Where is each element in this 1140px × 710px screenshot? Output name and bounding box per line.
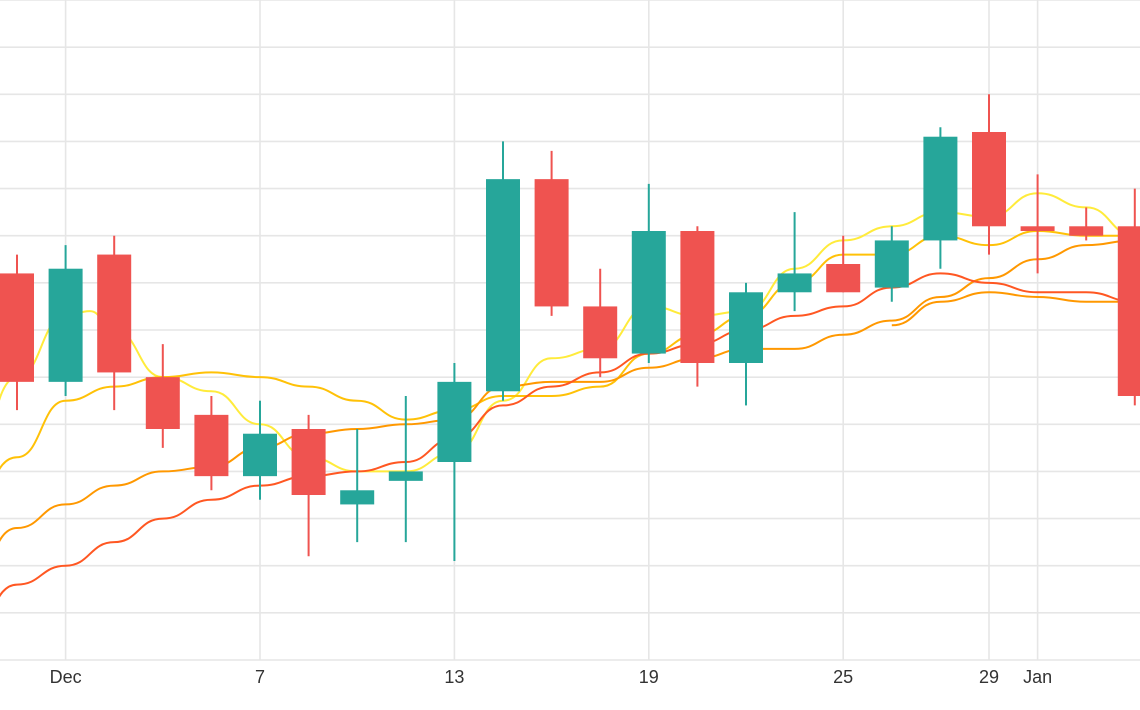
candle-body xyxy=(0,273,34,382)
candle-down xyxy=(583,268,618,378)
candle-up xyxy=(874,226,909,302)
candle-body xyxy=(243,433,277,477)
x-tick-label: 19 xyxy=(639,667,659,687)
candle-body xyxy=(777,273,812,293)
candle-down xyxy=(97,235,132,411)
candle-body xyxy=(972,132,1006,227)
candle-up xyxy=(388,396,423,543)
candle-body xyxy=(1020,226,1055,231)
candle-down xyxy=(194,396,229,491)
candle-body xyxy=(48,268,83,382)
candle-down xyxy=(145,344,180,448)
candle-body xyxy=(97,254,132,373)
x-tick-label: 7 xyxy=(255,667,265,687)
candle-body xyxy=(923,136,958,241)
candle-down xyxy=(972,94,1006,255)
candle-body xyxy=(437,381,472,462)
candle-body xyxy=(1069,226,1104,236)
candle-down xyxy=(1069,207,1104,241)
candle-down xyxy=(291,414,326,557)
candle-up xyxy=(243,400,277,500)
x-axis-tick-labels: Dec 7 13 19 25 29 Jan xyxy=(50,667,1053,687)
candle-body xyxy=(194,414,229,477)
candle-down xyxy=(0,254,34,411)
candle-body xyxy=(729,292,763,363)
candle-body xyxy=(388,471,423,481)
moving-average-line-ma_slowest xyxy=(0,272,1135,598)
candle-up xyxy=(437,363,472,561)
candle-up xyxy=(777,212,812,312)
x-tick-label: Jan xyxy=(1023,667,1052,687)
x-tick-label: 25 xyxy=(833,667,853,687)
candle-up xyxy=(340,429,375,543)
candle-down xyxy=(1117,188,1140,406)
x-tick-label: Dec xyxy=(50,667,82,687)
candle-down xyxy=(680,226,715,387)
x-tick-label: 13 xyxy=(444,667,464,687)
grid-layer xyxy=(0,0,1140,661)
candle-body xyxy=(145,377,180,429)
candle-body xyxy=(340,490,375,505)
candle-layer xyxy=(0,94,1140,561)
candle-up xyxy=(48,245,83,396)
candle-up xyxy=(729,282,763,406)
candle-down xyxy=(826,235,861,293)
candle-body xyxy=(680,231,715,363)
candle-down xyxy=(1020,174,1055,274)
moving-average-line-ma_slow xyxy=(891,291,1135,327)
candle-body xyxy=(826,264,861,293)
candle-body xyxy=(874,240,909,288)
candle-up xyxy=(631,183,666,363)
candle-body xyxy=(534,179,569,307)
candle-body xyxy=(1117,226,1140,396)
x-tick-label: 29 xyxy=(979,667,999,687)
candle-up xyxy=(486,141,520,401)
candle-body xyxy=(291,429,326,495)
moving-average-line-ma_slow xyxy=(0,239,1135,542)
candle-up xyxy=(923,127,958,269)
candle-body xyxy=(583,306,618,359)
candle-body xyxy=(486,179,520,392)
candle-down xyxy=(534,150,569,316)
candle-body xyxy=(631,231,666,354)
